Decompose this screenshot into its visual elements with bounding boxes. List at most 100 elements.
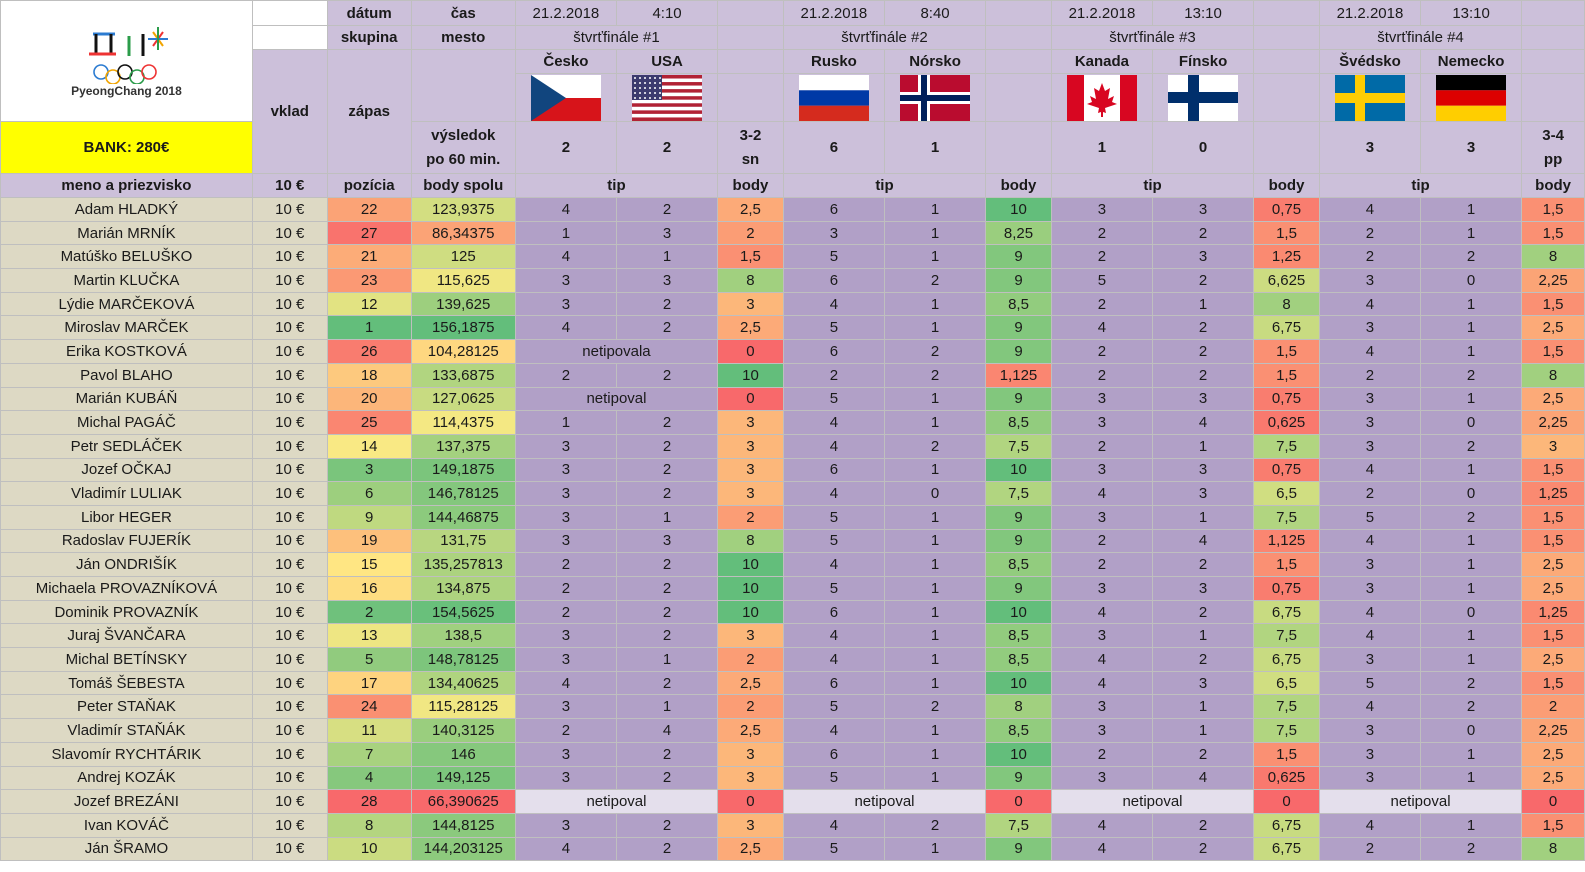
cell-body[interactable]: 3 — [717, 741, 784, 767]
cell-tip-away[interactable]: 1 — [883, 718, 987, 743]
cell-tip-away[interactable]: 1 — [1420, 339, 1523, 364]
cell-body-spolu[interactable]: 149,125 — [410, 765, 516, 791]
cell-tip-away[interactable]: 1 — [1151, 504, 1255, 530]
cell-body-spolu[interactable]: 104,28125 — [410, 339, 516, 364]
cell-body[interactable]: 8,5 — [985, 623, 1052, 649]
cell-tip-home[interactable]: 2 — [1050, 552, 1154, 577]
team1-name[interactable]: Rusko — [782, 49, 885, 74]
col-body-spolu[interactable]: body spolu — [410, 173, 516, 198]
cell-tip-away[interactable]: 2 — [615, 670, 719, 696]
header-cas[interactable]: čas — [410, 0, 516, 26]
cell-body[interactable]: 3 — [717, 812, 784, 838]
cell-tip-home[interactable]: 4 — [1050, 647, 1154, 672]
cell-tip-home[interactable]: 3 — [1050, 576, 1154, 601]
cell-vklad[interactable]: 10 € — [251, 410, 328, 435]
cell-name[interactable]: Pavol BLAHO — [0, 362, 253, 388]
cell-tip-home[interactable]: 5 — [782, 504, 885, 530]
cell-tip-home[interactable]: 2 — [1050, 528, 1154, 554]
cell-tip-away[interactable]: 1 — [883, 410, 987, 435]
cell-tip-none[interactable]: netipoval — [1050, 789, 1255, 814]
cell-tip-home[interactable]: 4 — [782, 410, 885, 435]
cell-body[interactable]: 9 — [985, 315, 1052, 341]
cell-name[interactable]: Lýdie MARČEKOVÁ — [0, 291, 253, 317]
cell-name[interactable]: Dominik PROVAZNÍK — [0, 599, 253, 625]
cell-tip-away[interactable]: 1 — [1420, 291, 1523, 317]
cell-body[interactable]: 6,5 — [1253, 481, 1320, 506]
match-blank[interactable] — [1521, 73, 1585, 122]
cell-tip-home[interactable]: 3 — [514, 457, 617, 483]
cell-body[interactable]: 1,5 — [1253, 741, 1320, 767]
team1-score[interactable]: 6 — [782, 121, 885, 174]
cell-tip-home[interactable]: 4 — [1318, 457, 1422, 483]
cell-pozicia[interactable]: 27 — [326, 220, 412, 246]
col-vklad[interactable]: 10 € — [251, 173, 328, 198]
cell-tip-away[interactable]: 3 — [615, 220, 719, 246]
cell-body[interactable]: 2,5 — [717, 315, 784, 341]
cell-body[interactable]: 2,5 — [717, 670, 784, 696]
cell-vklad[interactable]: 10 € — [251, 670, 328, 696]
cell-tip-home[interactable]: 4 — [1050, 599, 1154, 625]
cell-body[interactable]: 3 — [717, 765, 784, 791]
cell-pozicia[interactable]: 2 — [326, 599, 412, 625]
cell-body[interactable]: 7,5 — [985, 481, 1052, 506]
match-time[interactable]: 8:40 — [883, 0, 987, 26]
header-blank[interactable] — [251, 25, 328, 50]
team1-name[interactable]: Kanada — [1050, 49, 1154, 74]
col-body[interactable]: body — [717, 173, 784, 198]
cell-tip-away[interactable]: 2 — [615, 197, 719, 222]
cell-pozicia[interactable]: 11 — [326, 718, 412, 743]
cell-tip-away[interactable]: 1 — [615, 504, 719, 530]
cell-body[interactable]: 1,5 — [1521, 220, 1585, 246]
cell-pozicia[interactable]: 19 — [326, 528, 412, 554]
cell-pozicia[interactable]: 12 — [326, 291, 412, 317]
cell-body[interactable]: 3 — [717, 623, 784, 649]
cell-tip-home[interactable]: 4 — [514, 836, 617, 862]
cell-tip-home[interactable]: 4 — [782, 812, 885, 838]
match-blank[interactable] — [1253, 25, 1320, 50]
cell-tip-home[interactable]: 3 — [514, 623, 617, 649]
cell-tip-home[interactable]: 2 — [1050, 291, 1154, 317]
cell-tip-home[interactable]: 2 — [1318, 481, 1422, 506]
cell-vklad[interactable]: 10 € — [251, 528, 328, 554]
cell-body[interactable]: 10 — [717, 576, 784, 601]
cell-tip-home[interactable]: 5 — [1318, 670, 1422, 696]
cell-tip-away[interactable]: 2 — [1151, 741, 1255, 767]
cell-body[interactable]: 10 — [717, 599, 784, 625]
cell-tip-home[interactable]: 4 — [1050, 836, 1154, 862]
cell-pozicia[interactable]: 10 — [326, 836, 412, 862]
cell-tip-away[interactable]: 0 — [1420, 481, 1523, 506]
cell-tip-home[interactable]: 3 — [1318, 552, 1422, 577]
cell-tip-away[interactable]: 3 — [615, 268, 719, 293]
cell-pozicia[interactable]: 20 — [326, 386, 412, 412]
team2-name[interactable]: Nemecko — [1420, 49, 1523, 74]
cell-tip-away[interactable]: 1 — [615, 694, 719, 720]
cell-body-spolu[interactable]: 123,9375 — [410, 197, 516, 222]
match-blank[interactable] — [1521, 49, 1585, 74]
cell-vklad[interactable]: 10 € — [251, 694, 328, 720]
cell-body[interactable]: 10 — [985, 670, 1052, 696]
cell-tip-home[interactable]: 3 — [514, 765, 617, 791]
cell-body[interactable]: 2,25 — [1521, 268, 1585, 293]
cell-tip-home[interactable]: 2 — [1050, 741, 1154, 767]
cell-body[interactable]: 10 — [985, 599, 1052, 625]
cell-tip-home[interactable]: 4 — [514, 244, 617, 270]
cell-body[interactable]: 2 — [1521, 694, 1585, 720]
cell-body[interactable]: 8,5 — [985, 718, 1052, 743]
cell-body-spolu[interactable]: 135,257813 — [410, 552, 516, 577]
cell-tip-away[interactable]: 1 — [1151, 623, 1255, 649]
cell-name[interactable]: Radoslav FUJERÍK — [0, 528, 253, 554]
cell-tip-away[interactable]: 1 — [1420, 315, 1523, 341]
cell-vklad[interactable]: 10 € — [251, 504, 328, 530]
cell-body[interactable]: 9 — [985, 504, 1052, 530]
cell-body-spolu[interactable]: 134,40625 — [410, 670, 516, 696]
cell-tip-away[interactable]: 2 — [615, 599, 719, 625]
cell-tip-home[interactable]: 3 — [514, 433, 617, 459]
team1-name[interactable]: Švédsko — [1318, 49, 1422, 74]
cell-body[interactable]: 7,5 — [1253, 718, 1320, 743]
cell-tip-home[interactable]: 4 — [1318, 291, 1422, 317]
cell-pozicia[interactable]: 6 — [326, 481, 412, 506]
bank-total[interactable]: BANK: 280€ — [0, 121, 253, 174]
cell-body[interactable]: 8,5 — [985, 291, 1052, 317]
cell-body[interactable]: 1,5 — [1521, 812, 1585, 838]
cell-tip-home[interactable]: 4 — [782, 647, 885, 672]
